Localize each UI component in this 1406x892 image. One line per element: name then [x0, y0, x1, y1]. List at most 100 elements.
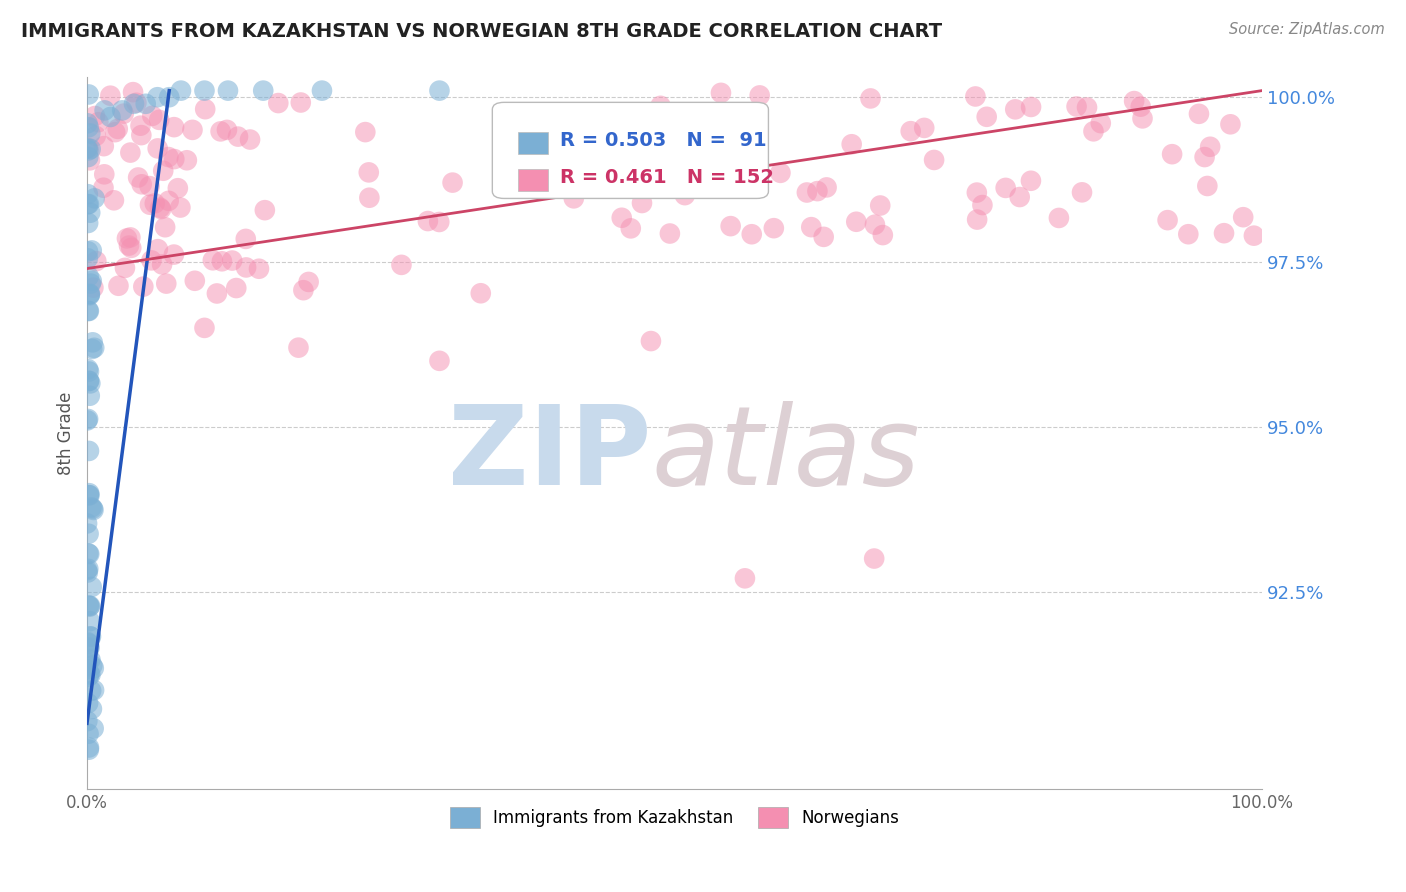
Point [800, 220, 823, 235]
Point [841, 137, 863, 152]
Point [79, 666, 101, 681]
Point [966, 186, 988, 200]
Point [79, 153, 101, 168]
Point [79, 614, 101, 628]
Point [79, 488, 101, 502]
Point [1194, 150, 1216, 164]
Point [76, 197, 98, 211]
Point [994, 181, 1017, 195]
Point [163, 247, 186, 261]
Point [1243, 228, 1265, 243]
Point [1219, 117, 1241, 131]
Point [80, 277, 103, 291]
Point [79, 653, 101, 667]
Point [80, 500, 103, 515]
Point [82, 501, 104, 516]
Point [976, 110, 998, 124]
Point [201, 253, 224, 268]
Point [84, 109, 107, 123]
Point [79, 288, 101, 302]
Point [170, 84, 193, 98]
Point [239, 132, 262, 146]
Point [416, 214, 439, 228]
Point [166, 181, 188, 195]
Point [226, 129, 249, 144]
FancyBboxPatch shape [492, 103, 769, 198]
Point [863, 551, 886, 566]
Point [972, 198, 994, 212]
Point [77, 365, 100, 379]
Point [253, 203, 276, 218]
Point [225, 281, 247, 295]
Point [77, 374, 100, 388]
Point [150, 257, 173, 271]
Point [84, 128, 107, 143]
Point [1156, 213, 1178, 227]
Point [562, 191, 585, 205]
Point [122, 85, 145, 99]
Point [574, 154, 596, 169]
Legend: Immigrants from Kazakhstan, Norwegians: Immigrants from Kazakhstan, Norwegians [443, 801, 905, 834]
Point [1047, 211, 1070, 225]
Point [157, 150, 180, 164]
Point [76, 563, 98, 577]
Point [391, 258, 413, 272]
Point [135, 96, 157, 111]
Point [596, 109, 619, 123]
Point [103, 194, 125, 208]
Point [79, 205, 101, 219]
Point [77, 150, 100, 164]
Point [211, 254, 233, 268]
Point [80, 580, 103, 594]
Point [748, 88, 770, 103]
Point [77, 304, 100, 318]
Point [80, 683, 103, 698]
Point [77, 696, 100, 710]
Point [1076, 100, 1098, 114]
Point [79, 287, 101, 301]
Point [1090, 116, 1112, 130]
Point [76, 656, 98, 670]
Point [77, 636, 100, 650]
Point [146, 90, 169, 104]
Point [77, 362, 100, 376]
Point [76, 413, 98, 427]
Point [1161, 147, 1184, 161]
Point [354, 125, 377, 139]
Point [205, 286, 228, 301]
Point [76, 566, 98, 580]
Point [120, 241, 142, 255]
Point [720, 219, 742, 234]
Point [77, 269, 100, 284]
Point [83, 661, 105, 675]
Point [169, 201, 191, 215]
Point [247, 261, 270, 276]
Point [292, 283, 315, 297]
Point [83, 683, 105, 698]
Point [77, 727, 100, 741]
Point [1019, 100, 1042, 114]
Point [1004, 103, 1026, 117]
Point [673, 188, 696, 202]
Point [869, 198, 891, 212]
Y-axis label: 8th Grade: 8th Grade [58, 392, 75, 475]
Point [734, 571, 756, 585]
Point [1123, 94, 1146, 108]
Point [77, 141, 100, 155]
Point [441, 176, 464, 190]
Point [112, 106, 135, 120]
Point [77, 740, 100, 755]
Point [1066, 99, 1088, 113]
Point [193, 321, 215, 335]
Point [235, 260, 257, 275]
Point [77, 197, 100, 211]
Point [176, 153, 198, 168]
Point [79, 629, 101, 643]
Point [118, 238, 141, 252]
Point [148, 112, 170, 127]
Point [427, 215, 450, 229]
Point [83, 503, 105, 517]
Point [98, 88, 121, 103]
Point [93, 103, 115, 118]
Point [77, 488, 100, 502]
